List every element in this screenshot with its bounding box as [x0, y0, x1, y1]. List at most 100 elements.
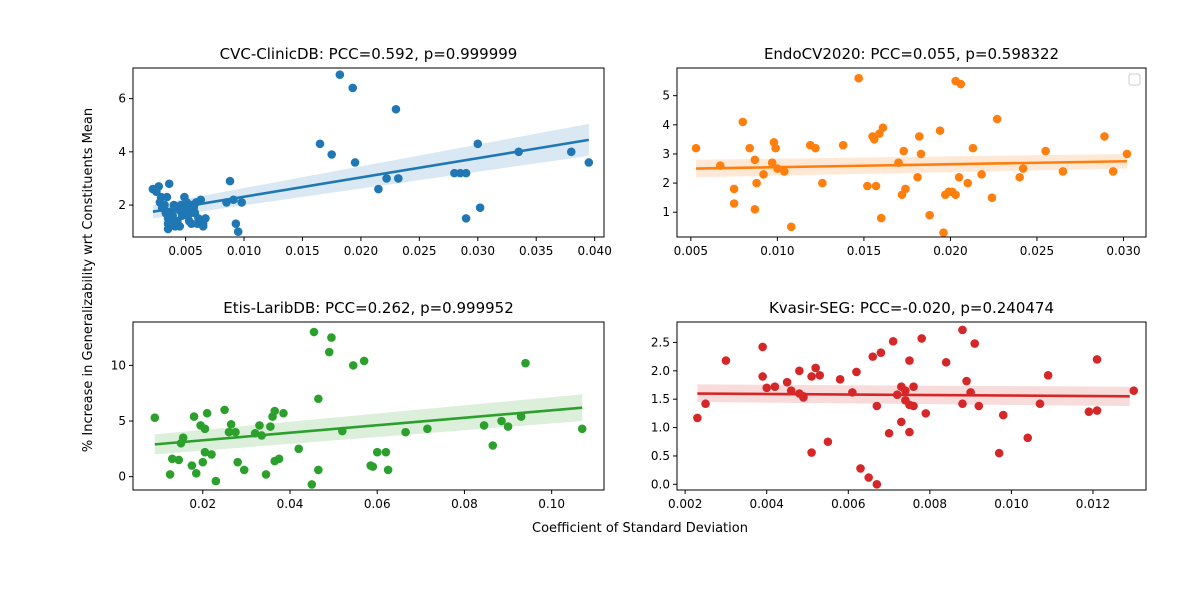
y-tick-label: 3: [662, 147, 670, 161]
data-point: [324, 347, 334, 357]
y-tick-label: 1.0: [651, 421, 670, 435]
data-point: [779, 167, 789, 176]
data-point: [187, 461, 197, 470]
data-point: [729, 199, 739, 208]
data-point: [231, 427, 240, 437]
data-point: [872, 480, 882, 489]
data-point: [488, 441, 498, 450]
data-point: [225, 176, 235, 186]
data-point: [461, 214, 471, 223]
x-tick-label: 0.006: [831, 497, 865, 511]
data-point: [1041, 146, 1050, 156]
data-point: [270, 406, 280, 416]
data-point: [1129, 386, 1139, 395]
data-point: [1092, 355, 1102, 364]
data-point: [391, 104, 401, 114]
data-point: [1035, 399, 1045, 409]
data-point: [815, 371, 825, 380]
data-point: [198, 457, 208, 467]
x-tick-label: 0.04: [277, 497, 304, 511]
data-point: [1023, 433, 1033, 443]
data-point: [823, 437, 833, 447]
data-point: [1018, 164, 1028, 173]
data-point: [200, 424, 210, 434]
data-point: [233, 227, 243, 236]
data-point: [807, 448, 816, 457]
data-point: [901, 386, 910, 395]
x-tick-label: 0.010: [760, 244, 794, 258]
subplot-title: Etis-LaribDB: PCC=0.262, p=0.999952: [223, 299, 514, 317]
data-point: [691, 143, 701, 153]
data-point: [951, 190, 960, 200]
data-point: [220, 405, 229, 415]
data-point: [968, 143, 978, 153]
x-tick-label: 0.010: [994, 497, 1028, 511]
data-point: [178, 433, 188, 443]
data-point: [175, 222, 185, 231]
data-point: [314, 394, 323, 404]
data-point: [315, 139, 325, 149]
data-point: [187, 219, 196, 228]
y-tick-label: 2.5: [651, 335, 670, 349]
data-point: [231, 219, 241, 228]
data-point: [374, 184, 383, 194]
shared-x-axis-label: Coefficient of Standard Deviation: [532, 521, 748, 536]
data-point: [202, 408, 212, 418]
data-point: [745, 143, 754, 153]
data-point: [350, 158, 360, 167]
data-point: [721, 356, 731, 365]
x-tick-label: 0.005: [168, 244, 202, 258]
x-tick-label: 0.020: [933, 244, 967, 258]
data-point: [359, 356, 369, 366]
data-point: [475, 203, 485, 213]
data-point: [974, 401, 984, 411]
axes-frame: [132, 321, 605, 491]
data-point: [954, 172, 964, 182]
data-point: [786, 222, 796, 232]
x-tick-label: 0.02: [189, 497, 216, 511]
data-point: [423, 424, 432, 434]
data-point: [871, 181, 881, 191]
data-point: [372, 447, 382, 457]
data-point: [1058, 167, 1068, 176]
data-point: [770, 382, 780, 392]
data-point: [914, 132, 924, 141]
data-point: [884, 428, 894, 438]
data-point: [516, 412, 526, 421]
axes-frame: [676, 321, 1147, 491]
y-tick-label: 5: [118, 414, 126, 428]
y-tick-label: 0.0: [651, 477, 670, 491]
data-point: [327, 333, 336, 342]
data-point: [224, 427, 234, 437]
data-point: [309, 327, 319, 337]
x-tick-label: 0.06: [364, 497, 391, 511]
x-tick-label: 0.012: [1076, 497, 1110, 511]
data-point: [211, 476, 221, 486]
data-point: [160, 200, 169, 210]
data-point: [198, 222, 208, 231]
data-point: [897, 417, 906, 427]
subplot-title: Kvasir-SEG: PCC=-0.020, p=0.240474: [769, 299, 1054, 317]
x-tick-label: 0.035: [519, 244, 553, 258]
data-point: [348, 83, 358, 93]
data-point: [767, 158, 777, 167]
x-tick-label: 0.015: [285, 244, 319, 258]
etis-laribdb-panel: Etis-LaribDB: PCC=0.262, p=0.999952 0.02 0…: [111, 299, 605, 511]
y-tick-label: 1: [662, 205, 670, 219]
axes-frame: [676, 67, 1147, 238]
data-point: [956, 79, 966, 89]
data-point: [852, 367, 861, 377]
data-point: [584, 158, 594, 167]
y-tick-label: 4: [662, 118, 670, 132]
data-point: [869, 135, 879, 144]
data-point: [738, 117, 748, 127]
data-point: [998, 410, 1008, 420]
data-point: [917, 334, 926, 343]
kvasir-seg-panel: Kvasir-SEG: PCC=-0.020, p=0.240474 0.002 0…: [651, 299, 1147, 511]
data-point: [266, 422, 275, 431]
data-point: [1108, 167, 1118, 176]
regression-line: [152, 138, 590, 213]
data-point: [167, 454, 177, 464]
